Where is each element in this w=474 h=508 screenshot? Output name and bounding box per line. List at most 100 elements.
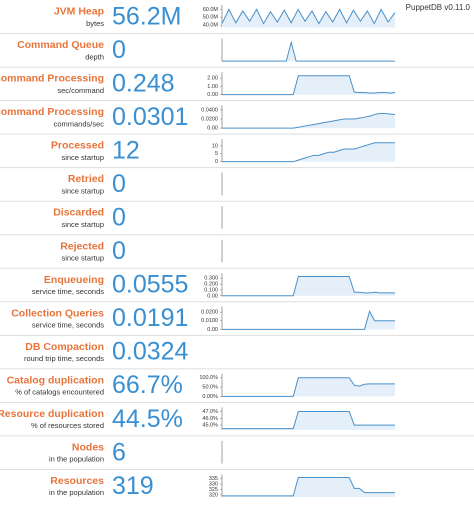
metric-value: 12 <box>112 137 140 165</box>
sparkline-area <box>222 42 395 62</box>
metric-sublabel: round trip time, seconds <box>24 354 104 363</box>
y-tick-label: 0.00% <box>202 394 218 400</box>
y-tick-label: 0.00 <box>207 293 218 299</box>
y-tick-label: 0.00 <box>207 92 218 98</box>
sparkline <box>222 310 395 330</box>
sparkline <box>222 377 395 397</box>
metric-label: Command Processing <box>0 106 104 118</box>
metric-sublabel: bytes <box>86 19 104 28</box>
sparkline-area <box>222 311 395 330</box>
metric-value: 56.2M <box>112 2 181 30</box>
sparkline-area <box>222 142 395 162</box>
y-tick-label: 0.200 <box>204 282 218 288</box>
metric-value: 0 <box>112 204 126 232</box>
y-tick-label: 46.0% <box>202 416 218 422</box>
sparkline-area <box>222 477 395 497</box>
metric-sublabel: since startup <box>61 153 104 162</box>
y-tick-label: 335 <box>209 476 218 482</box>
metric-sublabel: in the population <box>49 455 104 464</box>
metric-value: 0 <box>112 170 126 198</box>
metric-value: 0.248 <box>112 69 175 97</box>
y-tick-label: 45.0% <box>202 423 218 429</box>
sparkline <box>222 40 395 62</box>
sparkline <box>222 75 396 96</box>
metric-sublabel: since startup <box>61 253 104 262</box>
sparkline-area <box>222 411 395 430</box>
sparkline <box>222 142 395 163</box>
metric-label: Resources <box>50 475 104 487</box>
metric-label: Retried <box>68 173 104 185</box>
y-tick-label: 320 <box>209 492 218 498</box>
y-tick-label: 0.00 <box>207 126 218 132</box>
metric-sublabel: commands/sec <box>54 119 105 128</box>
y-tick-label: 0.00 <box>207 327 218 333</box>
metric-value: 44.5% <box>112 405 183 433</box>
y-tick-label: 50.0M <box>203 15 219 21</box>
metric-value: 66.7% <box>112 371 183 399</box>
metric-sublabel: since startup <box>61 186 104 195</box>
y-tick-label: 40.0M <box>203 23 219 29</box>
metric-value: 0.0555 <box>112 271 188 299</box>
y-tick-label: 0 <box>215 159 218 165</box>
sparkline <box>222 477 395 497</box>
y-tick-label: 0.0200 <box>201 310 218 316</box>
metric-label: Rejected <box>60 240 104 252</box>
y-tick-label: 10 <box>212 143 218 149</box>
y-tick-label: 0.100 <box>204 287 218 293</box>
metric-value: 0.0324 <box>112 338 189 366</box>
metric-sublabel: % of catalogs encountered <box>15 388 104 397</box>
metric-value: 319 <box>112 472 154 500</box>
metric-value: 0.0191 <box>112 304 188 332</box>
metric-sublabel: depth <box>85 52 104 61</box>
metric-row: Catalog duplication % of catalogs encount… <box>0 368 474 400</box>
sparkline-area <box>222 75 395 95</box>
metric-value: 0 <box>112 237 126 265</box>
y-tick-label: 0.0100 <box>201 318 218 324</box>
y-tick-label: 5 <box>215 151 218 157</box>
y-tick-label: 1.00 <box>207 84 218 90</box>
sparkline <box>222 113 396 129</box>
metric-label: Resource duplication <box>0 408 104 420</box>
y-tick-label: 0.300 <box>204 276 218 282</box>
sparkline-area <box>222 276 395 296</box>
metric-row: Resource duplication% of resources store… <box>0 401 474 433</box>
metric-label: Catalog duplication <box>7 374 104 386</box>
metric-value: 0.0301 <box>112 103 188 131</box>
metric-label: Nodes <box>72 441 104 453</box>
metric-sublabel: service time, seconds <box>32 321 104 330</box>
y-tick-label: 325 <box>209 487 218 493</box>
y-tick-label: 0.0400 <box>201 107 218 113</box>
metric-label: Collection Queries <box>11 307 104 319</box>
sparkline-area <box>222 113 395 129</box>
metric-sublabel: service time, seconds <box>32 287 104 296</box>
metric-value: 6 <box>112 438 126 466</box>
y-tick-label: 47.0% <box>202 409 218 415</box>
metric-label: Enqueueing <box>44 274 104 286</box>
y-tick-label: 60.0M <box>203 7 219 13</box>
y-tick-label: 0.0200 <box>201 116 218 122</box>
metric-value: 0 <box>112 36 126 64</box>
sparkline <box>222 410 395 430</box>
metric-sublabel: in the population <box>49 488 104 497</box>
y-tick-label: 2.00 <box>207 76 218 82</box>
metric-row: Nodes in the population 6 <box>0 435 474 466</box>
y-tick-label: 50.0% <box>202 385 218 391</box>
metric-row: Collection Queries service time, seconds 0… <box>0 301 474 333</box>
metric-label: Command Queue <box>17 39 104 51</box>
version: PuppetDB v0.11.0 <box>406 3 471 12</box>
metric-label: DB Compaction <box>25 341 104 353</box>
y-tick-label: 100.0% <box>199 375 218 381</box>
metric-label: Command Processing <box>0 73 104 85</box>
metric-label: JVM Heap <box>54 6 104 18</box>
